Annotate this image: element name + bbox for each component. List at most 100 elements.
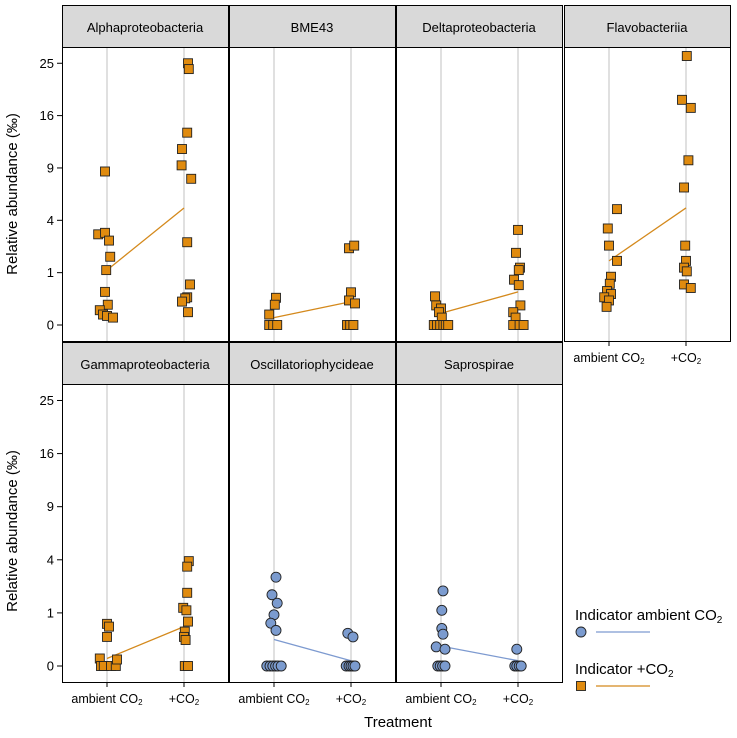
data-point-square <box>180 635 191 645</box>
subscript-2: 2 <box>529 698 534 707</box>
y-tick-label: 25 <box>40 393 54 408</box>
subscript-2: 2 <box>305 698 310 707</box>
x-tick-label: +CO2 <box>503 692 534 707</box>
y-tick-label: 0 <box>47 659 54 674</box>
panel-oscillatoriophycideae: Oscillatoriophycideae <box>229 342 396 683</box>
data-point-square <box>513 280 524 291</box>
data-point-circle <box>270 624 282 636</box>
panel-title: Gammaproteobacteria <box>80 357 210 372</box>
data-point-square <box>348 320 359 330</box>
data-point-square <box>680 240 691 251</box>
panel-strip <box>396 342 563 385</box>
legend-label: Indicator ambient CO2 <box>575 607 723 626</box>
x-tick-label-main: ambient CO <box>71 692 138 706</box>
data-point-square <box>264 309 275 320</box>
panel-plot-area <box>62 384 229 683</box>
data-point-square <box>101 265 112 276</box>
data-point-square <box>100 286 110 297</box>
x-axis-label: Treatment <box>364 714 433 731</box>
y-tick-label: 25 <box>40 56 54 71</box>
data-point-square <box>181 605 192 616</box>
data-point-square <box>518 320 529 330</box>
data-point-circle <box>271 597 283 609</box>
data-point-square <box>430 291 440 302</box>
data-point-circle <box>437 628 449 640</box>
panel-plot-area <box>396 47 563 342</box>
legend-marker-square <box>576 681 586 691</box>
data-point-square <box>612 255 622 266</box>
y-axis-label: Relative abundance (‰) <box>4 113 21 275</box>
data-point-square <box>683 155 694 166</box>
mean-trend-line <box>273 638 352 662</box>
data-point-square <box>102 631 112 642</box>
x-tick-label: +CO2 <box>336 692 367 707</box>
y-tick-label: 4 <box>47 213 54 228</box>
x-tick-label: +CO2 <box>671 351 702 366</box>
x-tick-label: ambient CO2 <box>405 692 477 707</box>
mean-trend-line <box>106 626 185 660</box>
mean-trend-line <box>440 291 519 314</box>
data-point-square <box>105 251 116 262</box>
data-point-square <box>104 621 114 632</box>
data-point-square <box>176 160 187 171</box>
panel-strip <box>396 5 563 48</box>
data-point-square <box>177 296 187 307</box>
data-point-square <box>612 204 622 215</box>
panel-strip <box>229 5 396 48</box>
panel-title: Oscillatoriophycideae <box>250 357 374 372</box>
data-point-square <box>269 299 280 310</box>
subscript-2: 2 <box>717 615 723 626</box>
y-axis-label: Relative abundance (‰) <box>4 450 21 612</box>
data-point-square <box>182 587 193 598</box>
y-tick-label: 16 <box>40 108 54 123</box>
x-tick-label: +CO2 <box>169 692 200 707</box>
data-point-square <box>186 173 197 184</box>
data-point-square <box>604 240 614 251</box>
panel-alphaproteobacteria: Alphaproteobacteria <box>62 5 229 342</box>
data-point-circle <box>439 643 451 655</box>
subscript-2: 2 <box>640 357 645 366</box>
panel-plot-area <box>396 384 563 683</box>
data-point-circle <box>437 585 449 597</box>
legend: Indicator ambient CO2 Indicator +CO 2 <box>575 607 723 691</box>
mean-trend-line <box>106 207 185 271</box>
data-point-square <box>183 307 193 318</box>
mean-trend-line <box>440 645 519 662</box>
data-point-square <box>183 64 194 75</box>
data-point-square <box>112 654 122 665</box>
panel-plot-area <box>229 384 396 683</box>
data-point-circle <box>436 604 448 616</box>
y-tick-label: 0 <box>47 318 54 333</box>
panel-strip <box>62 5 229 48</box>
legend-label-main: Indicator +CO <box>575 661 668 678</box>
data-point-square <box>183 616 193 627</box>
subscript-2: 2 <box>195 698 200 707</box>
data-point-square <box>272 320 283 330</box>
data-point-square <box>185 279 195 290</box>
data-point-square <box>602 223 613 234</box>
data-point-square <box>513 224 523 235</box>
y-tick-label: 9 <box>47 499 54 514</box>
x-tick-label: ambient CO2 <box>573 351 645 366</box>
data-point-circle <box>349 660 361 672</box>
x-tick-label: ambient CO2 <box>238 692 310 707</box>
panel-title: Flavobacteriia <box>607 20 689 35</box>
data-point-square <box>515 300 526 311</box>
data-point-square <box>182 127 193 138</box>
subscript-2: 2 <box>697 357 702 366</box>
data-point-square <box>182 561 193 572</box>
panel-saprospirae: Saprospirae <box>396 342 563 683</box>
data-point-circle <box>275 660 287 672</box>
data-point-circle <box>439 660 451 672</box>
data-point-circle <box>266 589 278 601</box>
data-point-square <box>681 51 692 61</box>
data-point-circle <box>515 660 527 672</box>
data-point-square <box>601 301 612 312</box>
data-point-square <box>511 247 521 258</box>
mean-trend-line <box>273 300 352 319</box>
panel-title: Saprospirae <box>444 357 514 372</box>
panel-strip <box>62 342 229 385</box>
x-tick-label-main: ambient CO <box>405 692 472 706</box>
y-tick-label: 1 <box>47 265 54 280</box>
